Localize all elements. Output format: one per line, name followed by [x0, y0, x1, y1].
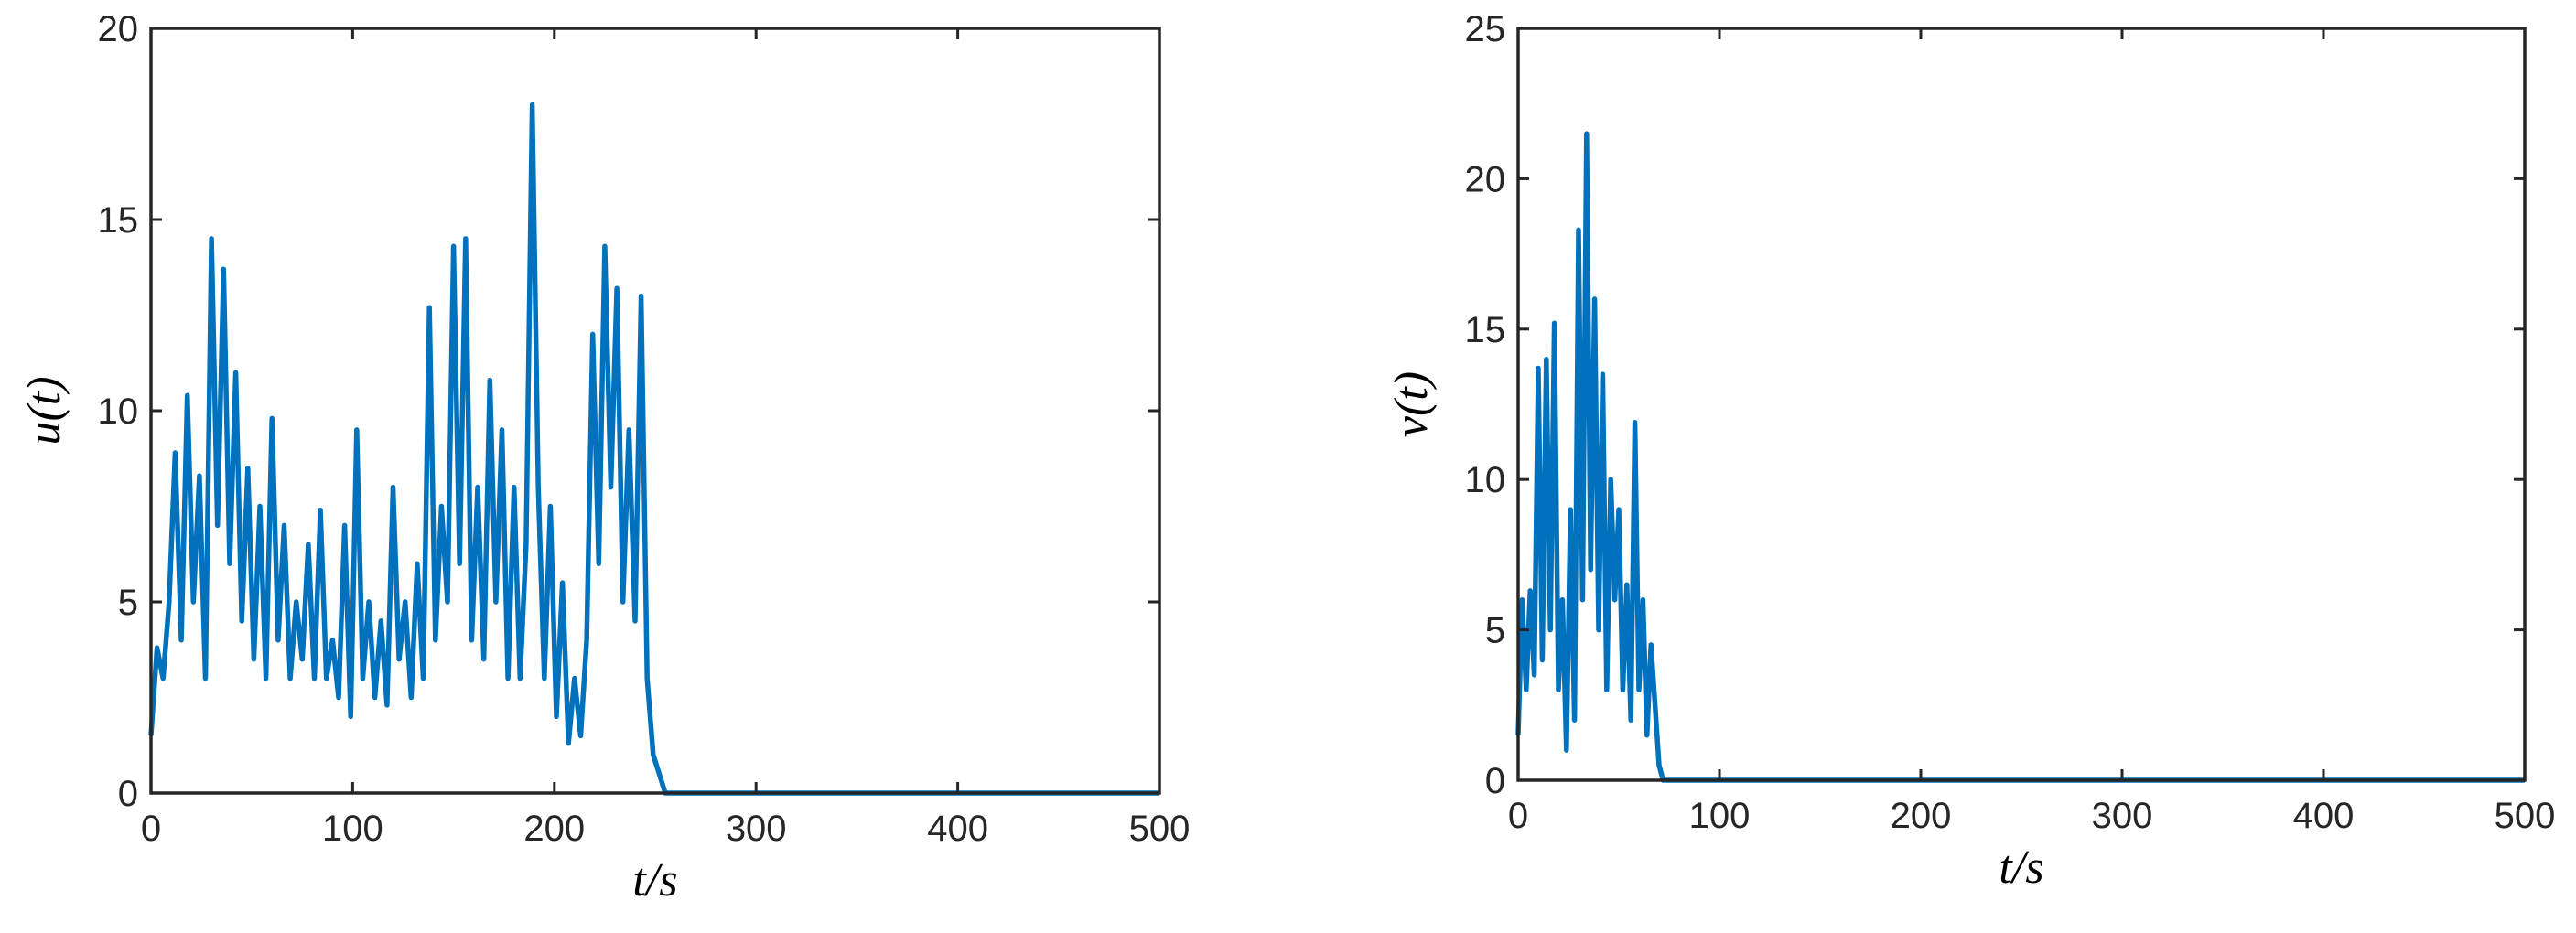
x-tick-label: 300	[2092, 796, 2153, 836]
axes-box	[1516, 27, 2527, 782]
x-tick-label: 500	[1129, 809, 1191, 849]
x-tick-label: 200	[523, 809, 585, 849]
y-tick-label: 10	[1465, 460, 1506, 500]
x-tick-label: 100	[322, 809, 383, 849]
data-line	[148, 102, 1159, 796]
y-tick-label: 10	[98, 391, 139, 432]
y-tick-label: 5	[118, 583, 138, 623]
y-tick-label: 0	[118, 774, 138, 814]
y-axis-label: u(t)	[18, 376, 70, 445]
y-tick-label: 20	[1465, 159, 1506, 199]
x-axis-label: t/s	[1999, 842, 2043, 894]
x-tick-label: 200	[1891, 796, 1952, 836]
x-tick-label: 300	[726, 809, 787, 849]
x-tick-label: 0	[1508, 796, 1528, 836]
x-tick-label: 500	[2495, 796, 2556, 836]
x-axis-label: t/s	[632, 854, 677, 906]
x-tick-label: 400	[2293, 796, 2355, 836]
y-tick-label: 5	[1485, 611, 1505, 651]
y-tick-label: 15	[1465, 310, 1506, 350]
y-tick-label: 20	[98, 9, 139, 49]
y-tick-label: 25	[1465, 9, 1506, 49]
y-axis-label: v(t)	[1385, 371, 1438, 437]
x-tick-label: 400	[927, 809, 988, 849]
y-tick-label: 15	[98, 200, 139, 241]
axes-box	[149, 27, 1161, 795]
y-tick-label: 0	[1485, 761, 1505, 801]
data-line	[1515, 131, 2525, 783]
x-tick-label: 0	[141, 809, 161, 849]
x-tick-label: 100	[1689, 796, 1751, 836]
